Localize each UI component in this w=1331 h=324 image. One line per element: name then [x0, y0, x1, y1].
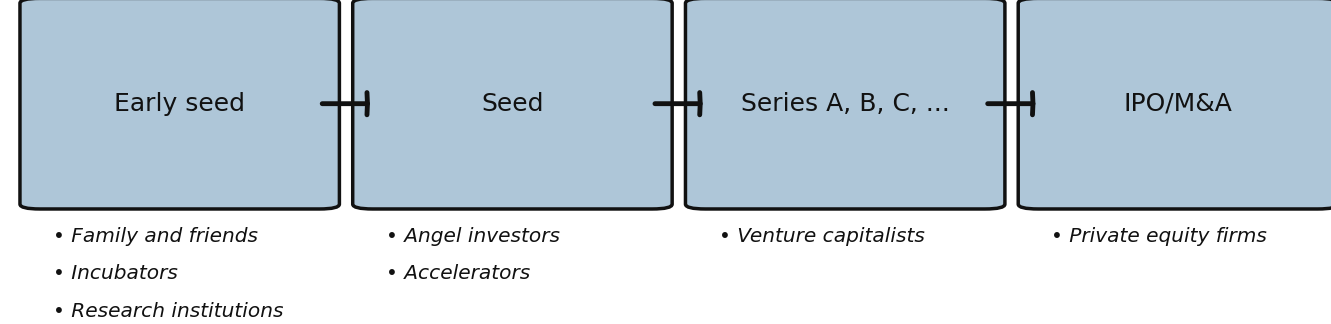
Text: • Accelerators: • Accelerators: [386, 264, 530, 283]
Text: • Private equity firms: • Private equity firms: [1051, 227, 1267, 246]
Text: • Angel investors: • Angel investors: [386, 227, 560, 246]
FancyBboxPatch shape: [1018, 0, 1331, 209]
FancyBboxPatch shape: [685, 0, 1005, 209]
FancyBboxPatch shape: [353, 0, 672, 209]
Text: • Research institutions: • Research institutions: [53, 302, 284, 320]
Text: Seed: Seed: [482, 92, 543, 116]
Text: • Incubators: • Incubators: [53, 264, 178, 283]
Text: Early seed: Early seed: [114, 92, 245, 116]
Text: Series A, B, C, ...: Series A, B, C, ...: [741, 92, 949, 116]
Text: • Family and friends: • Family and friends: [53, 227, 258, 246]
FancyBboxPatch shape: [20, 0, 339, 209]
Text: • Venture capitalists: • Venture capitalists: [719, 227, 925, 246]
Text: IPO/M&A: IPO/M&A: [1123, 92, 1233, 116]
